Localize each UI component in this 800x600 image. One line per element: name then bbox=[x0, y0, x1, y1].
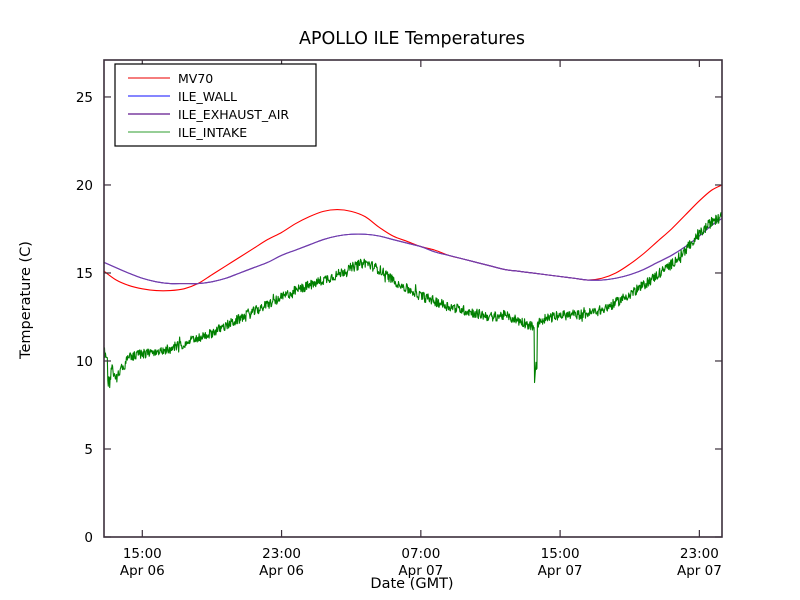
x-tick-label-time: 15:00 bbox=[123, 546, 162, 562]
legend-items[interactable]: MV70 ILE_WALL ILE_EXHAUST_AIR ILE_INTAKE bbox=[128, 71, 289, 140]
legend-label-ile-intake[interactable]: ILE_INTAKE bbox=[178, 125, 247, 140]
x-tick-label-time: 15:00 bbox=[541, 546, 580, 562]
chart-legend[interactable]: MV70 ILE_WALL ILE_EXHAUST_AIR ILE_INTAKE bbox=[114, 63, 317, 147]
x-tick-label-time: 07:00 bbox=[401, 546, 440, 562]
series-line-ile-exhaust-air bbox=[103, 217, 723, 285]
series-line-ile-intake bbox=[103, 212, 723, 389]
legend-label-ile-exhaust-air[interactable]: ILE_EXHAUST_AIR bbox=[178, 107, 289, 122]
x-tick-label-time: 23:00 bbox=[680, 546, 719, 562]
x-axis-label: Date (GMT) bbox=[370, 576, 453, 592]
y-axis-ticks: 0 5 10 15 20 25 bbox=[76, 90, 722, 546]
y-tick-label: 15 bbox=[76, 266, 93, 282]
x-tick-label-date: Apr 07 bbox=[398, 563, 443, 579]
y-tick-label: 10 bbox=[76, 354, 93, 370]
y-axis-label: Temperature (C) bbox=[18, 241, 34, 360]
y-tick-label: 0 bbox=[84, 530, 93, 546]
legend-label-ile-wall[interactable]: ILE_WALL bbox=[178, 89, 237, 104]
chart-title: APOLLO ILE Temperatures bbox=[299, 29, 525, 49]
x-tick-label-date: Apr 07 bbox=[538, 563, 583, 579]
legend-label-mv70[interactable]: MV70 bbox=[178, 71, 213, 86]
y-tick-label: 25 bbox=[76, 90, 93, 106]
series-line-mv70 bbox=[103, 184, 723, 292]
series-layer bbox=[103, 184, 723, 389]
y-tick-label: 5 bbox=[84, 442, 93, 458]
x-tick-label-date: Apr 06 bbox=[259, 563, 304, 579]
y-tick-label: 20 bbox=[76, 178, 93, 194]
axes-frame bbox=[103, 59, 723, 538]
x-tick-label-time: 23:00 bbox=[262, 546, 301, 562]
x-tick-label-date: Apr 07 bbox=[677, 563, 722, 579]
x-tick-label-date: Apr 06 bbox=[120, 563, 165, 579]
